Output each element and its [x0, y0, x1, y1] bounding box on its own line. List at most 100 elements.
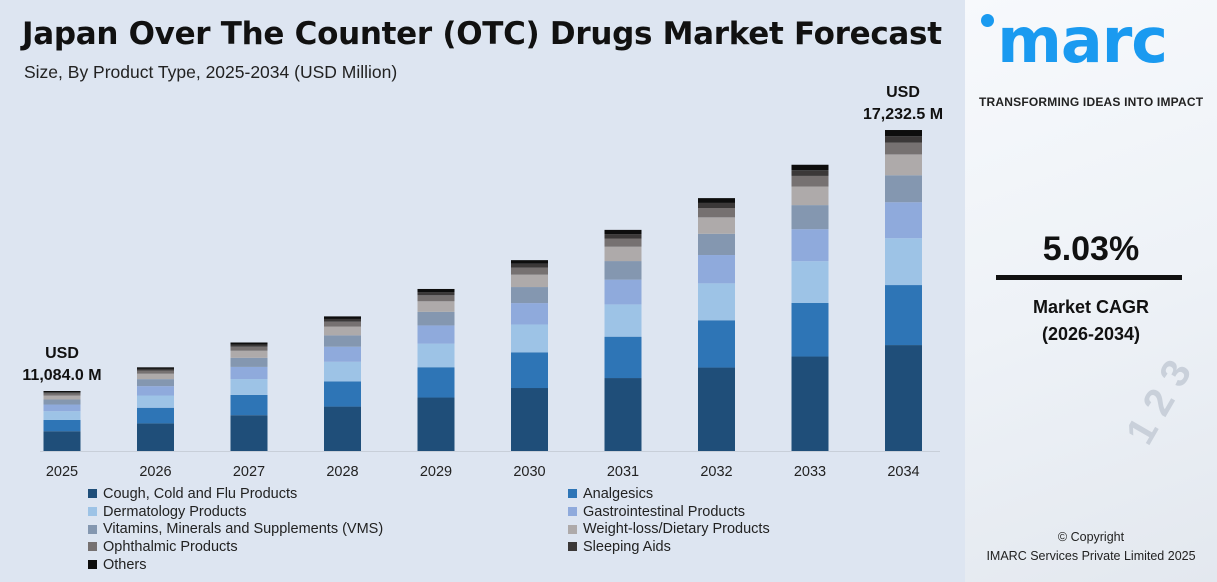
- tagline: TRANSFORMING IDEAS INTO IMPACT: [979, 95, 1204, 109]
- legend-swatch: [568, 524, 577, 534]
- bar-segment-2028-0: [324, 406, 361, 451]
- bar-segment-2026-0: [137, 423, 174, 451]
- bar-segment-2026-1: [137, 407, 174, 424]
- bar-segment-2027-8: [230, 342, 268, 345]
- bar-segment-2027-6: [230, 346, 268, 351]
- bar-segment-2034-1: [885, 285, 922, 346]
- legend-label: Gastrointestinal Products: [583, 503, 745, 520]
- bar-segment-2033-2: [791, 261, 829, 304]
- bar-segment-2032-2: [698, 283, 735, 321]
- legend-item: Analgesics: [568, 485, 848, 503]
- copyright: © Copyright: [1057, 530, 1125, 544]
- bar-segment-2030-2: [511, 324, 548, 353]
- bar-segment-2032-7: [698, 202, 735, 208]
- bar-segment-2033-5: [791, 186, 829, 206]
- legend-item: Dermatology Products: [88, 503, 568, 521]
- legend-label: Others: [103, 556, 147, 573]
- bar-segment-2025-8: [43, 391, 81, 393]
- bar-segment-2026-5: [137, 373, 174, 380]
- legend-label: Cough, Cold and Flu Products: [103, 485, 298, 502]
- bar-segment-2027-0: [230, 415, 268, 451]
- bar-segment-2033-7: [791, 170, 829, 176]
- bar-segment-2031-1: [604, 336, 642, 379]
- legend-swatch: [568, 542, 577, 552]
- bar-segment-2026-4: [137, 379, 174, 387]
- legend-item: Gastrointestinal Products: [568, 503, 848, 521]
- bar-segment-2026-3: [137, 386, 174, 396]
- x-tick-label: 2031: [607, 464, 639, 480]
- chart-subtitle: Size, By Product Type, 2025-2034 (USD Mi…: [24, 62, 398, 82]
- bar-segment-2032-6: [698, 207, 735, 218]
- bar-segment-2030-4: [511, 287, 548, 304]
- bar-segment-2034-6: [885, 142, 922, 155]
- bar-segment-2026-2: [137, 395, 174, 408]
- bar-segment-2025-0: [43, 431, 81, 451]
- chart-title: Japan Over The Counter (OTC) Drugs Marke…: [22, 16, 942, 52]
- legend-label: Sleeping Aids: [583, 538, 671, 555]
- bar-segment-2031-7: [604, 234, 642, 239]
- start-value-label: 11,084.0 M: [22, 367, 101, 384]
- bar-segment-2031-3: [604, 279, 642, 305]
- bar-segment-2032-0: [698, 367, 735, 451]
- legend-swatch: [88, 489, 97, 499]
- bar-segment-2026-7: [137, 368, 174, 371]
- bar-segment-2028-1: [324, 381, 361, 407]
- bar-segment-2034-4: [885, 175, 922, 203]
- x-tick-label: 2029: [420, 464, 452, 480]
- legend-item: Cough, Cold and Flu Products: [88, 485, 568, 503]
- bar-segment-2028-4: [324, 335, 361, 347]
- bar-segment-2027-3: [230, 366, 268, 380]
- legend-label: Weight-loss/Dietary Products: [583, 521, 770, 538]
- bar-segment-2034-2: [885, 238, 922, 286]
- legend-swatch: [88, 560, 97, 570]
- cagr-label: Market CAGR: [1032, 297, 1150, 317]
- legend-swatch: [568, 489, 577, 499]
- bar-segment-2033-0: [791, 356, 829, 451]
- bar-segment-2029-6: [417, 295, 455, 302]
- x-tick-label: 2033: [794, 464, 826, 480]
- brand-sidebar: 1 2 3 imarc TRANSFORMING IDEAS INTO IMPA…: [965, 0, 1217, 582]
- bar-segment-2031-8: [604, 229, 642, 235]
- copyright-block: © Copyright IMARC Services Private Limit…: [965, 528, 1217, 566]
- legend-item: Ophthalmic Products: [88, 538, 568, 556]
- cagr-period: (2026-2034): [1041, 324, 1141, 344]
- x-tick-label: 2028: [326, 464, 358, 480]
- bar-segment-2033-1: [791, 303, 829, 357]
- bar-segment-2027-5: [230, 350, 268, 358]
- bar-segment-2030-1: [511, 352, 548, 389]
- bar-segment-2031-5: [604, 246, 642, 262]
- bar-segment-2029-3: [417, 325, 455, 344]
- x-tick-label: 2034: [887, 464, 919, 480]
- bar-segment-2033-4: [791, 205, 829, 230]
- bar-segment-2033-6: [791, 175, 829, 187]
- bar-segment-2032-4: [698, 233, 735, 256]
- bar-segment-2030-3: [511, 303, 548, 325]
- bar-segment-2030-0: [511, 388, 548, 451]
- bar-segment-2028-6: [324, 321, 361, 327]
- legend-swatch: [88, 507, 97, 517]
- bar-segment-2031-2: [604, 304, 642, 337]
- bar-segment-2027-4: [230, 357, 268, 367]
- bar-segment-2034-5: [885, 154, 922, 176]
- bar-segment-2029-0: [417, 397, 455, 451]
- background-decoration: 1 2 3: [1117, 352, 1201, 452]
- bar-segment-2025-3: [43, 404, 81, 412]
- bar-segment-2031-4: [604, 261, 642, 280]
- bar-segment-2026-6: [137, 370, 174, 374]
- end-value-label: 17,232.5 M: [863, 106, 943, 123]
- bar-segment-2028-8: [324, 316, 361, 319]
- logo-dot: [981, 14, 994, 27]
- bar-segment-2025-5: [43, 395, 81, 400]
- legend-label: Ophthalmic Products: [103, 538, 238, 555]
- bar-segment-2029-8: [417, 288, 455, 293]
- bar-segment-2032-3: [698, 255, 735, 284]
- bar-segment-2028-2: [324, 361, 361, 382]
- company-name: IMARC Services Private Limited 2025: [986, 549, 1196, 563]
- legend-item: Vitamins, Minerals and Supplements (VMS): [88, 520, 568, 538]
- legend-label: Analgesics: [583, 485, 654, 502]
- legend-swatch: [88, 524, 97, 534]
- bar-segment-2033-3: [791, 229, 829, 262]
- bar-segment-2027-7: [230, 344, 268, 347]
- bar-segment-2029-4: [417, 311, 455, 326]
- bar-segment-2031-0: [604, 378, 642, 451]
